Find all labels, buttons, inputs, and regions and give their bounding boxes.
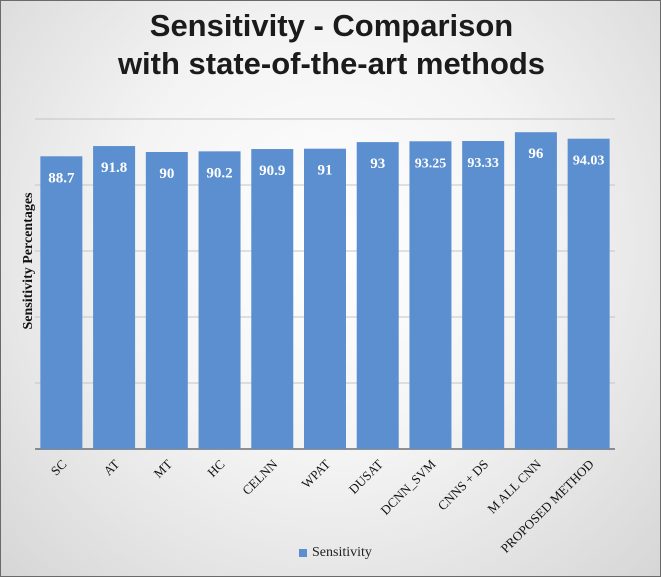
bar-m-all-cnn xyxy=(514,132,557,449)
data-label: 94.03 xyxy=(573,154,605,169)
data-label: 93.33 xyxy=(467,156,499,171)
bar-wpat xyxy=(304,148,346,449)
x-tick-label: DCNN_SVM xyxy=(377,456,438,517)
data-label: 93 xyxy=(370,156,385,172)
legend-swatch xyxy=(299,549,307,557)
bar-sc xyxy=(40,156,83,450)
x-tick-label: MT xyxy=(151,456,175,480)
data-label: 91.8 xyxy=(101,160,127,176)
data-label: 93.25 xyxy=(415,156,447,171)
x-tick-label: WPAT xyxy=(298,456,333,491)
data-label: 90 xyxy=(159,166,174,182)
data-label: 90.9 xyxy=(259,163,285,179)
bar-proposed-method xyxy=(567,138,610,450)
chart-title-line-1: Sensitivity - Comparison xyxy=(149,8,514,43)
bar-mt xyxy=(145,152,188,449)
data-label: 88.7 xyxy=(48,170,75,186)
x-tick-label: DUSAT xyxy=(346,456,386,496)
data-label: 90.2 xyxy=(206,165,232,181)
bar-at xyxy=(93,146,136,449)
x-tick-label: SC xyxy=(48,457,70,479)
bar-dcnn-svm xyxy=(409,141,452,449)
x-tick-label: CNNS + DS xyxy=(435,457,492,514)
bar-celnn xyxy=(251,149,294,449)
data-label: 91 xyxy=(318,163,333,179)
bar-dusat xyxy=(356,142,399,449)
bar-cnns-ds xyxy=(462,141,505,450)
chart-title-line-2: with state-of-the-art methods xyxy=(117,46,546,81)
x-tick-label: AT xyxy=(100,456,122,478)
bar-hc xyxy=(198,151,241,449)
x-tick-label: CELNN xyxy=(239,456,281,498)
data-label: 96 xyxy=(528,146,544,162)
x-tick-label: HC xyxy=(204,457,227,480)
legend-label: Sensitivity xyxy=(312,545,372,560)
x-tick-label: PROPOSED METHOD xyxy=(498,457,597,556)
legend: Sensitivity xyxy=(299,545,372,561)
chart-title: Sensitivity - Comparison with state-of-t… xyxy=(1,7,660,83)
